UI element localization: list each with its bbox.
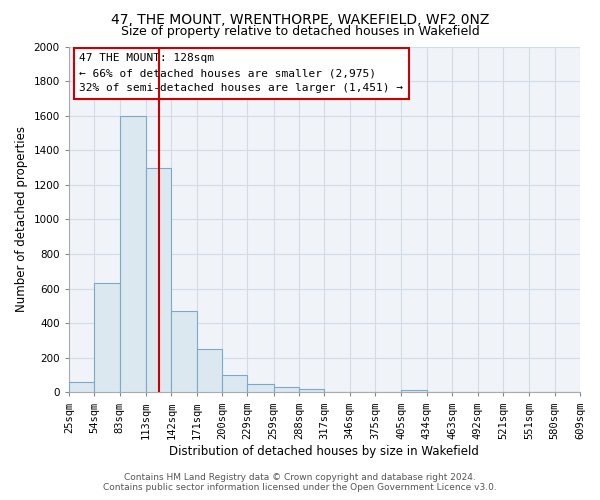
Bar — [119, 116, 146, 392]
Bar — [171, 311, 197, 392]
Text: 47, THE MOUNT, WRENTHORPE, WAKEFIELD, WF2 0NZ: 47, THE MOUNT, WRENTHORPE, WAKEFIELD, WF… — [111, 12, 489, 26]
Bar — [247, 384, 274, 392]
Text: Size of property relative to detached houses in Wakefield: Size of property relative to detached ho… — [121, 25, 479, 38]
Bar — [197, 349, 222, 393]
Y-axis label: Number of detached properties: Number of detached properties — [15, 126, 28, 312]
Bar — [94, 284, 119, 393]
Text: 47 THE MOUNT: 128sqm
← 66% of detached houses are smaller (2,975)
32% of semi-de: 47 THE MOUNT: 128sqm ← 66% of detached h… — [79, 54, 403, 93]
Bar — [299, 389, 325, 392]
Bar — [146, 168, 171, 392]
X-axis label: Distribution of detached houses by size in Wakefield: Distribution of detached houses by size … — [169, 444, 479, 458]
Bar — [274, 387, 299, 392]
Bar — [222, 375, 247, 392]
Text: Contains HM Land Registry data © Crown copyright and database right 2024.
Contai: Contains HM Land Registry data © Crown c… — [103, 473, 497, 492]
Bar — [401, 390, 427, 392]
Bar — [69, 382, 94, 392]
